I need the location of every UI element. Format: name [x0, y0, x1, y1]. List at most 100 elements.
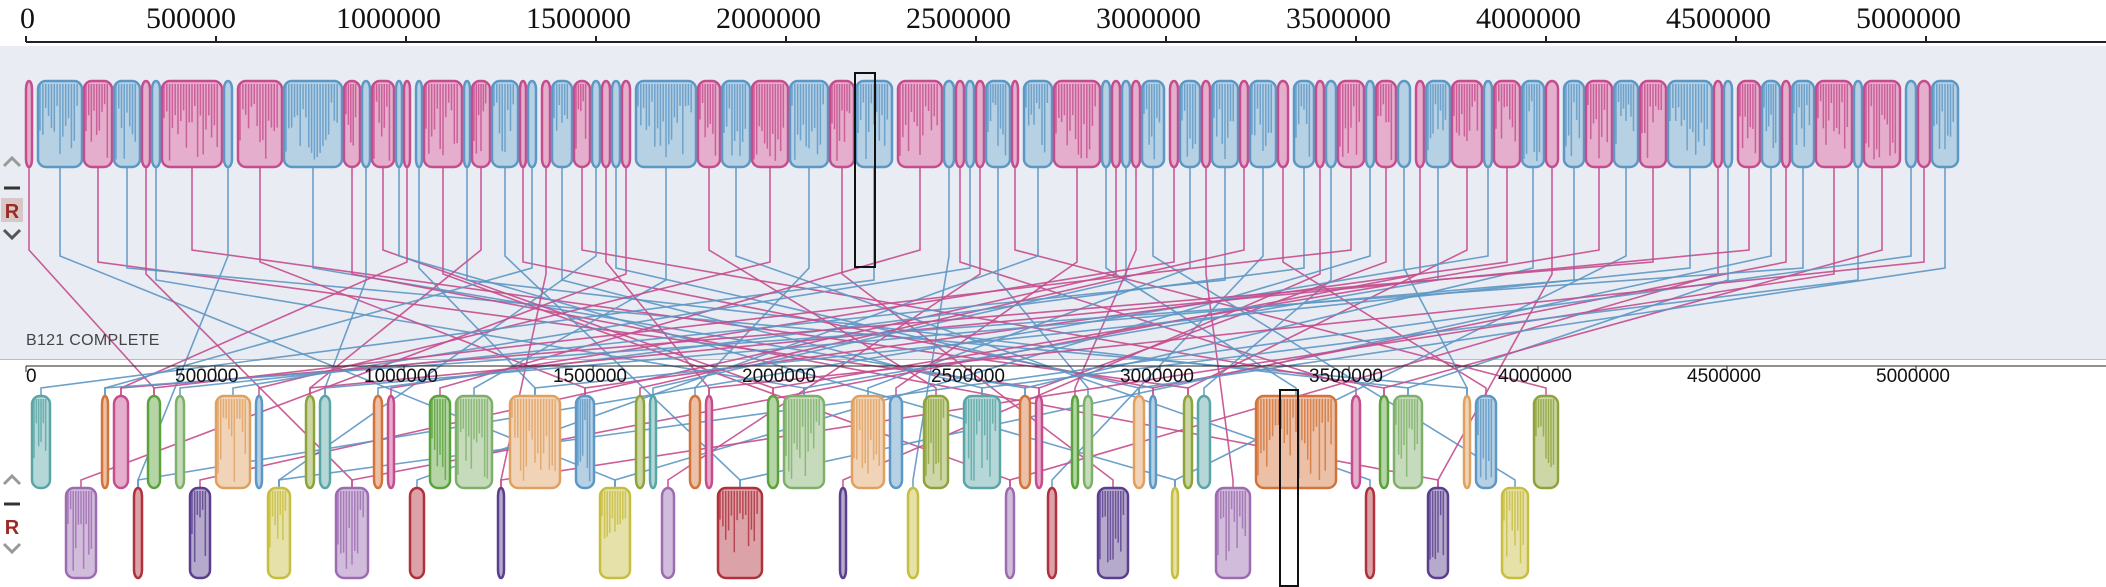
lcb-block[interactable] [1790, 79, 1816, 169]
selection-cursor-top[interactable] [854, 72, 876, 268]
lcb-block[interactable] [1916, 79, 1932, 169]
lcb-block[interactable] [1520, 79, 1546, 169]
lcb-block[interactable] [24, 79, 34, 169]
lcb-block[interactable] [1760, 79, 1782, 169]
lcb-block[interactable] [634, 394, 646, 490]
lcb-block[interactable] [1562, 79, 1586, 169]
lcb-block[interactable] [660, 486, 676, 580]
lcb-block[interactable] [922, 394, 950, 490]
lcb-block[interactable] [1140, 79, 1166, 169]
lcb-block[interactable] [414, 79, 424, 169]
lcb-block[interactable] [408, 486, 426, 580]
lcb-block[interactable] [428, 394, 452, 490]
lcb-block[interactable] [1148, 394, 1158, 490]
lcb-block[interactable] [704, 394, 714, 490]
lcb-block[interactable] [304, 394, 316, 490]
lcb-block[interactable] [214, 394, 252, 490]
lcb-block[interactable] [266, 486, 292, 580]
lcb-block[interactable] [1214, 486, 1252, 580]
lcb-block[interactable] [720, 79, 752, 169]
lcb-block[interactable] [222, 79, 234, 169]
lcb-block[interactable] [462, 79, 472, 169]
lcb-block[interactable] [1096, 486, 1130, 580]
lcb-block[interactable] [1248, 79, 1278, 169]
lcb-block[interactable] [1930, 79, 1960, 169]
lcb-block[interactable] [598, 486, 632, 580]
lcb-block[interactable] [1324, 79, 1338, 169]
lcb-block[interactable] [1414, 79, 1426, 169]
lcb-block[interactable] [1010, 79, 1020, 169]
lcb-block[interactable] [716, 486, 764, 580]
lcb-block[interactable] [1170, 486, 1180, 580]
lcb-block[interactable] [1666, 79, 1714, 169]
lcb-block[interactable] [36, 79, 84, 169]
lcb-block[interactable] [888, 394, 904, 490]
lcb-block[interactable] [1364, 79, 1376, 169]
lcb-block[interactable] [1378, 394, 1390, 490]
lcb-block[interactable] [112, 394, 130, 490]
lcb-block[interactable] [372, 394, 384, 490]
lcb-block[interactable] [1004, 486, 1016, 580]
lcb-block[interactable] [964, 79, 976, 169]
lcb-block[interactable] [648, 394, 658, 490]
lcb-block[interactable] [1350, 394, 1362, 490]
lcb-block[interactable] [188, 486, 212, 580]
lcb-block[interactable] [962, 394, 1002, 490]
lcb-block[interactable] [1638, 79, 1668, 169]
lcb-block[interactable] [1474, 394, 1498, 490]
lcb-block[interactable] [574, 394, 596, 490]
lcb-block[interactable] [1462, 394, 1472, 490]
lcb-block[interactable] [1022, 79, 1054, 169]
lcb-block[interactable] [984, 79, 1012, 169]
lcb-block[interactable] [1780, 79, 1792, 169]
lcb-block[interactable] [766, 394, 780, 490]
lcb-block[interactable] [1336, 79, 1366, 169]
lcb-block[interactable] [64, 486, 98, 580]
lcb-block[interactable] [490, 79, 520, 169]
lcb-block[interactable] [1046, 486, 1058, 580]
lcb-block[interactable] [1364, 486, 1376, 580]
lcb-block[interactable] [112, 79, 142, 169]
lcb-block[interactable] [782, 394, 826, 490]
lcb-block[interactable] [470, 79, 492, 169]
lcb-block[interactable] [828, 79, 856, 169]
lcb-block[interactable] [1052, 79, 1102, 169]
lcb-block[interactable] [1132, 394, 1146, 490]
lcb-block[interactable] [508, 394, 562, 490]
lcb-block[interactable] [1544, 79, 1560, 169]
lcb-block[interactable] [82, 79, 114, 169]
lcb-block[interactable] [518, 79, 528, 169]
lcb-block[interactable] [140, 79, 152, 169]
lcb-block[interactable] [954, 79, 966, 169]
lcb-block[interactable] [906, 486, 920, 580]
lcb-block[interactable] [1070, 394, 1080, 490]
lcb-block[interactable] [1722, 79, 1734, 169]
lcb-block[interactable] [1210, 79, 1240, 169]
lcb-block[interactable] [1492, 79, 1522, 169]
lcb-block[interactable] [1168, 79, 1180, 169]
lcb-block[interactable] [1712, 79, 1724, 169]
lcb-block[interactable] [634, 79, 698, 169]
lcb-block[interactable] [1852, 79, 1864, 169]
selection-cursor-bottom[interactable] [1279, 389, 1299, 587]
lcb-block[interactable] [1450, 79, 1484, 169]
lcb-block[interactable] [150, 79, 162, 169]
lcb-block[interactable] [896, 79, 944, 169]
lcb-block[interactable] [394, 79, 404, 169]
lcb-block[interactable] [850, 394, 886, 490]
lcb-block[interactable] [174, 394, 186, 490]
expand-down-icon[interactable] [2, 228, 22, 241]
lcb-block[interactable] [146, 394, 162, 490]
lcb-block[interactable] [1130, 79, 1142, 169]
lcb-block[interactable] [1396, 79, 1412, 169]
lcb-block[interactable] [1584, 79, 1614, 169]
lcb-block[interactable] [100, 394, 110, 490]
lcb-block[interactable] [1196, 394, 1212, 490]
reverse-button[interactable]: R [5, 517, 20, 539]
lcb-block[interactable] [942, 79, 956, 169]
lcb-block[interactable] [402, 79, 412, 169]
lcb-block[interactable] [254, 394, 264, 490]
lcb-block[interactable] [526, 79, 538, 169]
lcb-block[interactable] [342, 79, 362, 169]
lcb-block[interactable] [750, 79, 790, 169]
